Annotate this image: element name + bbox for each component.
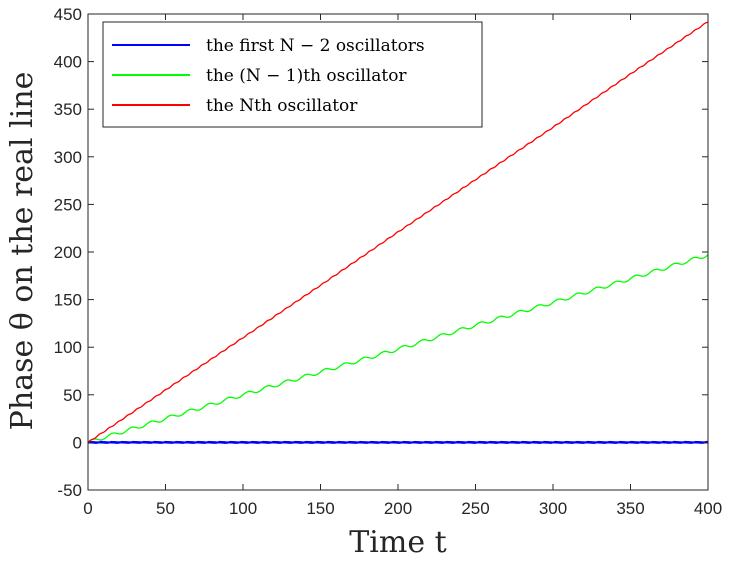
- y-tick-label: 450: [54, 5, 82, 24]
- x-tick-label: 400: [694, 499, 722, 518]
- y-tick-label: 250: [54, 195, 82, 214]
- x-axis-label: Time t: [349, 525, 446, 560]
- series-line-nth: [87, 21, 709, 443]
- legend: the first N − 2 oscillators the (N − 1)t…: [102, 21, 483, 128]
- x-axis: 0 50 100 150 200 250 300 350 400: [83, 14, 722, 518]
- y-tick-label: 300: [54, 148, 82, 167]
- series-line-n-1: [87, 254, 709, 443]
- y-tick-label: 0: [73, 433, 82, 452]
- x-tick-label: 100: [229, 499, 257, 518]
- x-tick-label: 150: [306, 499, 334, 518]
- y-tick-label: 100: [54, 338, 82, 357]
- x-tick-label: 50: [156, 499, 175, 518]
- legend-label-nth: the Nth oscillator: [206, 96, 358, 116]
- y-tick-label: -50: [57, 481, 82, 500]
- x-tick-label: 250: [461, 499, 489, 518]
- y-axis: -50 0 50 100 150 200 250 300 350 400 450: [54, 5, 708, 500]
- x-tick-label: 0: [83, 499, 92, 518]
- legend-label-first-n-2: the first N − 2 oscillators: [206, 36, 425, 56]
- x-tick-label: 300: [539, 499, 567, 518]
- y-tick-label: 50: [63, 386, 82, 405]
- series-line-first-n-2: [87, 440, 709, 444]
- y-tick-label: 150: [54, 291, 82, 310]
- y-tick-label: 350: [54, 100, 82, 119]
- plot-series: [87, 21, 709, 444]
- x-tick-label: 200: [384, 499, 412, 518]
- y-tick-label: 400: [54, 53, 82, 72]
- y-tick-label: 200: [54, 243, 82, 262]
- legend-label-n-1: the (N − 1)th oscillator: [206, 66, 407, 86]
- y-axis-label: Phase θ on the real line: [5, 72, 40, 431]
- x-tick-label: 350: [616, 499, 644, 518]
